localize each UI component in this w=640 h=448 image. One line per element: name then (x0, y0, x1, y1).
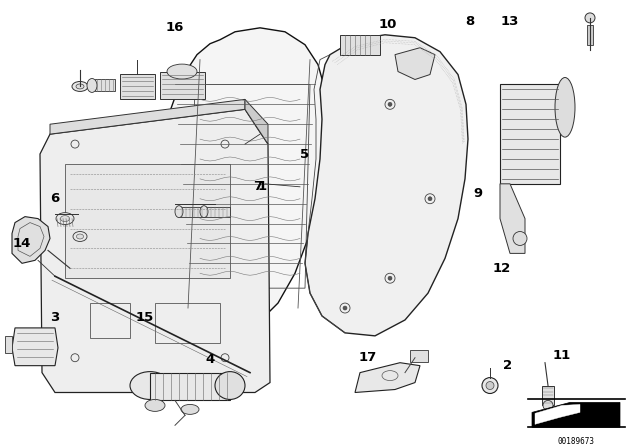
Polygon shape (535, 405, 580, 424)
Circle shape (343, 306, 347, 310)
Text: 10: 10 (379, 18, 397, 31)
Text: 4: 4 (205, 353, 214, 366)
Circle shape (513, 232, 527, 246)
Polygon shape (395, 47, 435, 79)
Ellipse shape (72, 82, 88, 91)
Text: 1: 1 (257, 180, 267, 193)
Circle shape (428, 197, 432, 201)
Bar (542, 386, 554, 405)
Text: 17: 17 (359, 351, 377, 364)
Ellipse shape (56, 213, 74, 224)
Ellipse shape (73, 232, 87, 241)
Polygon shape (120, 73, 155, 99)
Polygon shape (355, 363, 420, 392)
Polygon shape (205, 207, 230, 217)
Polygon shape (5, 336, 12, 353)
Text: 13: 13 (501, 15, 519, 28)
Text: 14: 14 (13, 237, 31, 250)
Text: 15: 15 (136, 311, 154, 324)
Text: 00189673: 00189673 (557, 437, 595, 446)
Polygon shape (12, 328, 58, 366)
Polygon shape (160, 72, 205, 99)
Circle shape (543, 401, 553, 410)
Ellipse shape (555, 78, 575, 137)
Bar (500, 85, 560, 184)
Bar (587, 25, 593, 45)
Text: 12: 12 (493, 262, 511, 275)
Text: 6: 6 (51, 192, 60, 205)
Polygon shape (12, 217, 50, 263)
Circle shape (482, 378, 498, 393)
Polygon shape (95, 79, 115, 91)
Ellipse shape (200, 206, 208, 218)
Ellipse shape (167, 64, 197, 79)
Bar (410, 350, 428, 362)
Text: 5: 5 (300, 147, 310, 160)
Text: 7: 7 (253, 180, 262, 193)
Ellipse shape (181, 405, 199, 414)
Circle shape (388, 276, 392, 280)
Polygon shape (305, 35, 468, 336)
Polygon shape (245, 99, 268, 144)
Bar (340, 35, 380, 55)
Ellipse shape (61, 215, 70, 222)
Text: 3: 3 (51, 311, 60, 324)
Text: 9: 9 (474, 187, 483, 200)
Polygon shape (50, 99, 245, 134)
Text: 2: 2 (504, 359, 513, 372)
Ellipse shape (145, 400, 165, 411)
Text: 11: 11 (553, 349, 571, 362)
Text: 8: 8 (465, 15, 475, 28)
Ellipse shape (175, 206, 183, 218)
Bar (150, 373, 230, 401)
Ellipse shape (76, 84, 84, 89)
Ellipse shape (87, 78, 97, 92)
Polygon shape (500, 184, 525, 254)
Ellipse shape (215, 372, 245, 400)
Polygon shape (40, 109, 270, 392)
Polygon shape (532, 402, 620, 427)
Circle shape (388, 102, 392, 106)
Text: 16: 16 (166, 22, 184, 34)
Ellipse shape (77, 234, 83, 239)
Ellipse shape (130, 372, 170, 400)
Polygon shape (160, 28, 328, 333)
Circle shape (486, 382, 494, 389)
Polygon shape (180, 207, 205, 217)
Polygon shape (65, 164, 230, 278)
Circle shape (585, 13, 595, 23)
